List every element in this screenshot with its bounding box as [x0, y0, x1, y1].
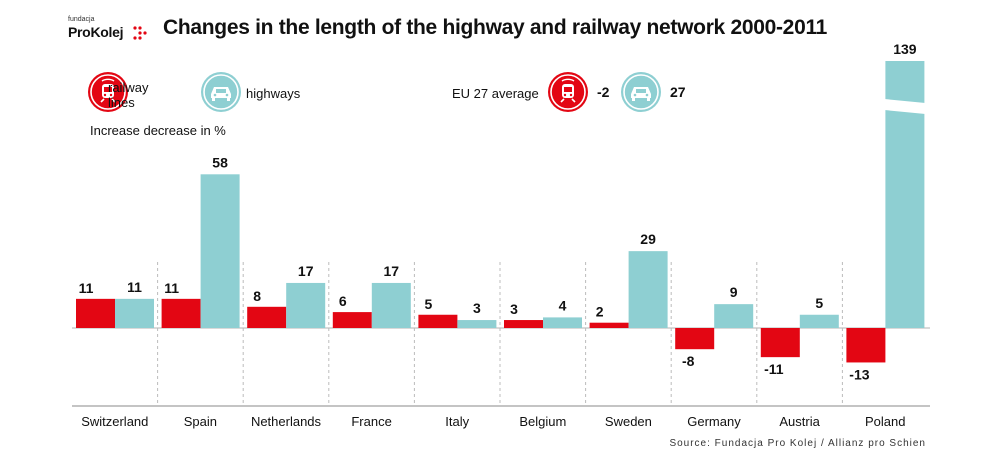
label-railway-poland: -13 [849, 366, 869, 382]
category-label-switzerland: Switzerland [81, 414, 148, 429]
logo-small-text: fundacja [68, 16, 95, 23]
label-highway-switzerland: 11 [127, 279, 142, 295]
label-railway-austria: -11 [764, 361, 784, 377]
source-note: Source: Fundacja Pro Kolej / Allianz pro… [669, 438, 926, 449]
label-railway-italy: 5 [425, 296, 433, 312]
legend-railway-label-line1: railway [108, 80, 149, 95]
bar-highway-switzerland [115, 298, 154, 328]
legend-subtitle: Increase decrease in % [90, 123, 226, 138]
label-highway-sweden: 29 [640, 231, 656, 247]
label-highway-italy: 3 [473, 300, 481, 316]
bar-railway-belgium [504, 320, 543, 328]
axis-break-mark [884, 99, 926, 114]
category-label-poland: Poland [865, 414, 905, 429]
bar-railway-spain [161, 298, 201, 328]
category-label-austria: Austria [779, 414, 820, 429]
bar-railway-austria [760, 328, 800, 358]
category-label-germany: Germany [687, 414, 741, 429]
label-highway-poland: 139 [893, 41, 917, 57]
eu-railway-value: -2 [597, 84, 610, 100]
bar-highway-germany [714, 304, 754, 328]
bar-highway-belgium [543, 317, 582, 328]
bar-highway-sweden [628, 251, 668, 328]
bar-highway-austria [799, 314, 839, 328]
bar-highway-italy [457, 320, 497, 328]
bar-railway-netherlands [247, 306, 287, 328]
eu-train-icon [548, 72, 588, 112]
label-highway-spain: 58 [212, 154, 228, 170]
legend-railway-label-line2: lines [108, 95, 135, 110]
eu-average-label: EU 27 average [452, 86, 539, 101]
category-label-spain: Spain [184, 414, 217, 429]
chart-title: Changes in the length of the highway and… [163, 16, 828, 39]
label-highway-germany: 9 [730, 284, 738, 300]
bar-railway-italy [418, 314, 458, 328]
label-highway-france: 17 [384, 263, 400, 279]
eu-car-icon [621, 72, 661, 112]
bar-railway-switzerland [76, 298, 115, 328]
legend-highway-label: highways [246, 86, 301, 101]
legend-car-icon [201, 72, 241, 112]
label-highway-netherlands: 17 [298, 263, 314, 279]
category-label-france: France [351, 414, 391, 429]
label-railway-spain: 11 [164, 280, 179, 296]
label-railway-germany: -8 [682, 353, 695, 369]
legend-railway-label: railway lines [108, 80, 148, 110]
category-label-belgium: Belgium [519, 414, 566, 429]
category-label-sweden: Sweden [605, 414, 652, 429]
label-railway-netherlands: 8 [253, 288, 261, 304]
eu-highway-value: 27 [670, 84, 686, 100]
label-railway-sweden: 2 [596, 304, 604, 320]
label-highway-belgium: 4 [559, 297, 567, 313]
category-label-italy: Italy [445, 414, 469, 429]
logo: fundacja ProKolej [66, 16, 156, 48]
legend-train-icon [88, 72, 128, 112]
label-railway-switzerland: 11 [79, 280, 94, 296]
bar-railway-germany [675, 328, 715, 350]
label-highway-austria: 5 [815, 295, 823, 311]
category-label-netherlands: Netherlands [251, 414, 322, 429]
logo-name: ProKolej [68, 24, 124, 40]
label-railway-belgium: 3 [510, 301, 518, 317]
bar-railway-poland [846, 328, 886, 363]
logo-dots-icon [133, 26, 147, 40]
bar-railway-sweden [589, 322, 629, 328]
bar-highway-netherlands [286, 282, 326, 328]
bar-highway-france [371, 282, 411, 328]
label-railway-france: 6 [339, 293, 347, 309]
bar-railway-france [332, 312, 372, 328]
bar-highway-spain [200, 174, 240, 328]
